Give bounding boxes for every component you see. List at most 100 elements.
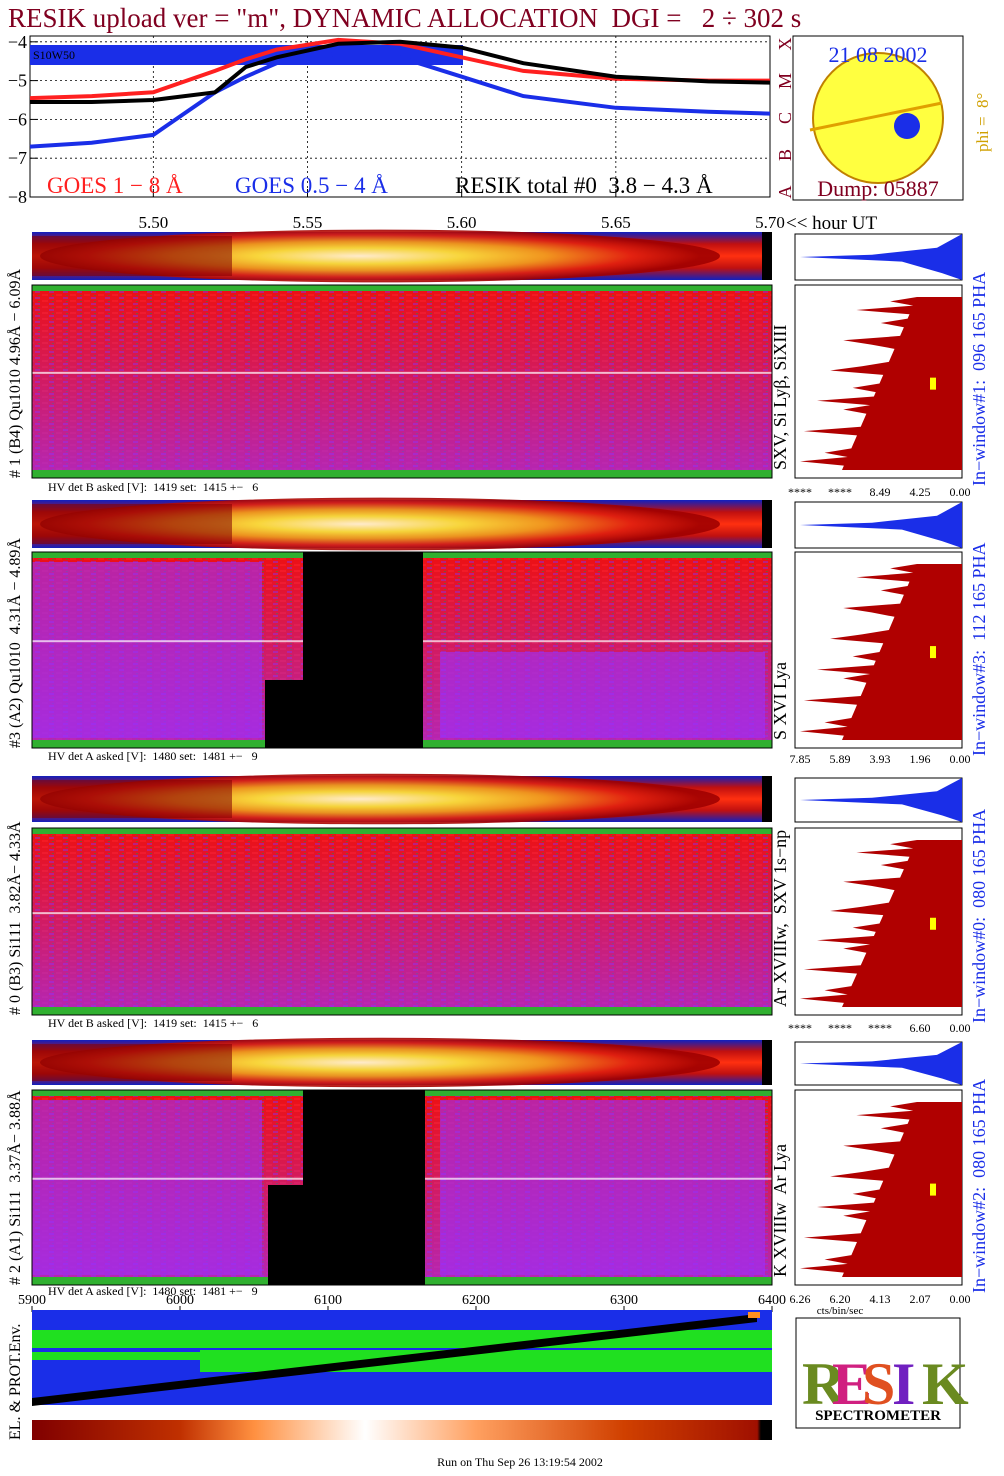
channel-tick-label: 6000	[166, 1293, 194, 1308]
x-axis-label: << hour UT	[786, 213, 877, 234]
hist-tick-label: 3.93	[870, 752, 891, 766]
hist-tick-label: 0.00	[950, 752, 971, 766]
strip-preflare	[32, 504, 232, 544]
hist-tick-label: 0.00	[950, 1021, 971, 1035]
goes-class: B	[775, 149, 795, 161]
env-trend	[32, 1314, 757, 1406]
logo-letter: R	[802, 1351, 846, 1417]
hist-tick-label: ****	[828, 1021, 852, 1035]
strip-hist	[800, 1042, 962, 1085]
gap	[303, 1090, 425, 1285]
series-line	[29, 51, 771, 149]
bright-line	[32, 912, 772, 915]
annotation-bar	[30, 45, 463, 65]
strip-hist	[800, 502, 962, 548]
hist-tick-label: 4.25	[910, 485, 931, 499]
spectrogram-frame	[31, 1089, 773, 1286]
page-title: RESIK upload ver = "m", DYNAMIC ALLOCATI…	[8, 3, 801, 33]
line-label: K XVIIIw Ar Lya	[770, 1144, 790, 1277]
dump-label: Dump: 05887	[817, 176, 939, 201]
hist	[800, 297, 962, 470]
window-label: In−window#1: 096 165 PHA	[969, 272, 989, 486]
goes-class: C	[775, 112, 795, 124]
hv-label: HV det B asked [V]: 1419 set: 1415 +− 6	[48, 480, 258, 494]
channel-tick-label: 6300	[610, 1293, 638, 1308]
logo-letter: S	[862, 1351, 895, 1417]
x-tick-label: 5.55	[293, 213, 323, 232]
footer: Run on Thu Sep 26 13:19:54 2002	[437, 1455, 603, 1469]
strip-edge	[762, 232, 772, 280]
strip-edge	[762, 1040, 772, 1085]
legend-entry: GOES 0.5 − 4 Å	[235, 173, 388, 198]
hist	[800, 1102, 962, 1277]
goes-class: X	[775, 38, 795, 51]
hist-tick-label: ****	[828, 485, 852, 499]
x-tick-label: 5.65	[601, 213, 631, 232]
channel-tick-label: 6200	[462, 1293, 490, 1308]
phi-label: phi = 8°	[973, 93, 992, 152]
legend-entry: RESIK total #0 3.8 − 4.3 Å	[455, 173, 713, 198]
gap	[268, 1185, 303, 1285]
y-tick-label: −4	[8, 32, 27, 52]
edge-top	[32, 828, 772, 834]
hv-label: HV det A asked [V]: 1480 set: 1481 +− 9	[48, 749, 258, 763]
y-tick-label: −5	[8, 71, 27, 91]
hist-tick-label: 0.00	[950, 1292, 971, 1306]
colorbar	[32, 1420, 772, 1440]
spectrogram-frame	[31, 827, 773, 1016]
spectrogram-frame	[31, 551, 773, 749]
strip-edge	[762, 776, 772, 822]
hist-tick-label: 6.20	[830, 1292, 851, 1306]
env-label: EL. & PROT.Env.	[7, 1324, 24, 1440]
hist-unit: cts/bin/sec	[817, 1305, 864, 1317]
legend-entry: GOES 1 − 8 Å	[47, 173, 183, 198]
series-line	[30, 39, 771, 104]
y-tick-label: −6	[8, 109, 27, 129]
y-tick-label: −8	[8, 187, 27, 207]
detector-label: # 0 (B3) Si111 3.82Å− 4.33Å	[6, 821, 24, 1015]
line-label: Ar XVIIIw, SXV 1s−np	[770, 830, 790, 1007]
env-tag	[748, 1312, 760, 1318]
hist-marker	[930, 377, 936, 390]
hist-tick-label: 1.96	[910, 752, 931, 766]
strip-edge	[762, 500, 772, 548]
x-tick-label: 5.70	[755, 213, 785, 232]
hist	[800, 564, 962, 740]
hist-tick-label: 5.89	[830, 752, 851, 766]
spectrogram-purple	[32, 562, 262, 738]
window-label: In−window#2: 080 165 PHA	[969, 1079, 989, 1293]
hist-marker	[930, 917, 936, 930]
hist-tick-label: 0.00	[950, 485, 971, 499]
hist-tick-label: 8.49	[870, 485, 891, 499]
hist-tick-label: 7.85	[790, 752, 811, 766]
edge-bottom	[32, 470, 772, 478]
x-tick-label: 5.60	[447, 213, 477, 232]
hist-marker	[930, 646, 936, 659]
gap	[303, 552, 423, 748]
env-band	[32, 1352, 202, 1360]
strip-preflare	[32, 780, 232, 818]
y-tick-label: −7	[8, 148, 27, 168]
spectrogram-purple	[440, 652, 765, 738]
logo-text: SPECTROMETER	[815, 1408, 941, 1424]
spectrogram-purple	[440, 1100, 765, 1275]
strip-preflare	[32, 236, 232, 276]
spectrogram-shade	[32, 285, 772, 478]
spectrogram-frame	[31, 284, 773, 479]
channel-tick-label: 6100	[314, 1293, 342, 1308]
logo-letter: E	[832, 1351, 872, 1417]
window-label: In−window#0: 080 165 PHA	[969, 809, 989, 1023]
detector-label: # 1 (B4) Qu1010 4.96Å − 6.09Å	[6, 269, 24, 478]
sun-disc	[812, 52, 944, 184]
window-label: In−window#3: 112 165 PHA	[969, 543, 989, 757]
hist	[800, 840, 962, 1007]
channel-tick-label: 5900	[18, 1293, 46, 1308]
logo-frame	[795, 1317, 961, 1429]
axis-arrow	[809, 101, 943, 132]
hv-label: HV det A asked [V]: 1480 set: 1481 +− 9	[48, 1284, 258, 1298]
hist-tick-label: 2.07	[910, 1292, 931, 1306]
annotation: S10W50	[33, 48, 75, 62]
goes-class: M	[775, 73, 795, 89]
hv-label: HV det B asked [V]: 1419 set: 1415 +− 6	[48, 1016, 258, 1030]
edge-top	[32, 285, 772, 291]
